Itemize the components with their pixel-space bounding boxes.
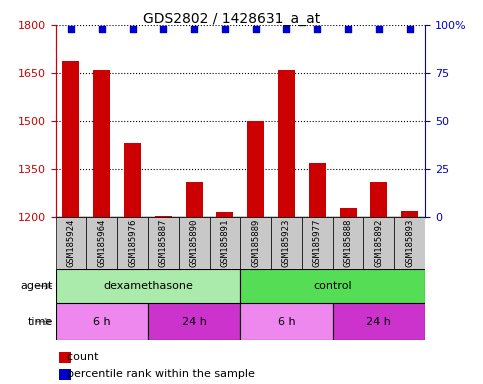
Bar (148, 217, 179, 269)
Bar (124, 143, 141, 217)
Bar (401, 211, 418, 217)
Bar (216, 212, 233, 217)
Bar (86, 217, 117, 269)
Bar (333, 303, 425, 340)
Bar (179, 217, 210, 269)
Bar (333, 217, 364, 269)
Bar (240, 303, 333, 340)
Point (375, 26, 383, 32)
Bar (117, 217, 148, 269)
Bar (210, 217, 240, 269)
Point (159, 26, 167, 32)
Bar (56, 303, 148, 340)
Point (128, 26, 136, 32)
Bar (340, 208, 356, 217)
Text: GSM185889: GSM185889 (251, 219, 260, 267)
Text: 6 h: 6 h (278, 316, 295, 327)
Text: GSM185887: GSM185887 (159, 219, 168, 267)
Bar (309, 162, 326, 217)
Text: GSM185891: GSM185891 (220, 219, 229, 267)
Point (313, 26, 321, 32)
Text: 6 h: 6 h (93, 316, 111, 327)
Point (252, 26, 259, 32)
Text: time: time (28, 316, 53, 327)
Bar (56, 269, 241, 303)
Point (190, 26, 198, 32)
Text: count: count (60, 352, 99, 362)
Bar (278, 70, 295, 217)
Point (67, 26, 75, 32)
Text: GSM185964: GSM185964 (97, 219, 106, 267)
Bar (185, 182, 202, 217)
Text: GSM185892: GSM185892 (374, 219, 384, 267)
Text: GSM185977: GSM185977 (313, 219, 322, 267)
Text: GDS2802 / 1428631_a_at: GDS2802 / 1428631_a_at (143, 12, 320, 25)
Point (406, 26, 413, 32)
Bar (394, 217, 425, 269)
Bar (148, 303, 241, 340)
Text: GSM185888: GSM185888 (343, 219, 353, 267)
Bar (370, 182, 387, 217)
Text: control: control (313, 281, 352, 291)
Bar (302, 217, 333, 269)
Bar (56, 217, 86, 269)
Bar (93, 70, 110, 217)
Bar (62, 61, 79, 217)
Bar (240, 217, 271, 269)
Point (283, 26, 290, 32)
Text: GSM185893: GSM185893 (405, 219, 414, 267)
Text: GSM185923: GSM185923 (282, 219, 291, 267)
Point (98, 26, 106, 32)
Text: 24 h: 24 h (367, 316, 391, 327)
Text: dexamethasone: dexamethasone (103, 281, 193, 291)
Bar (271, 217, 302, 269)
Bar (364, 217, 394, 269)
Text: percentile rank within the sample: percentile rank within the sample (60, 369, 255, 379)
Point (221, 26, 229, 32)
Text: agent: agent (21, 281, 53, 291)
Text: GSM185924: GSM185924 (67, 219, 75, 267)
Point (344, 26, 352, 32)
Text: GSM185976: GSM185976 (128, 219, 137, 267)
Text: GSM185890: GSM185890 (190, 219, 199, 267)
Bar (155, 216, 172, 217)
Bar (240, 269, 425, 303)
Text: 24 h: 24 h (182, 316, 207, 327)
Bar (247, 121, 264, 217)
